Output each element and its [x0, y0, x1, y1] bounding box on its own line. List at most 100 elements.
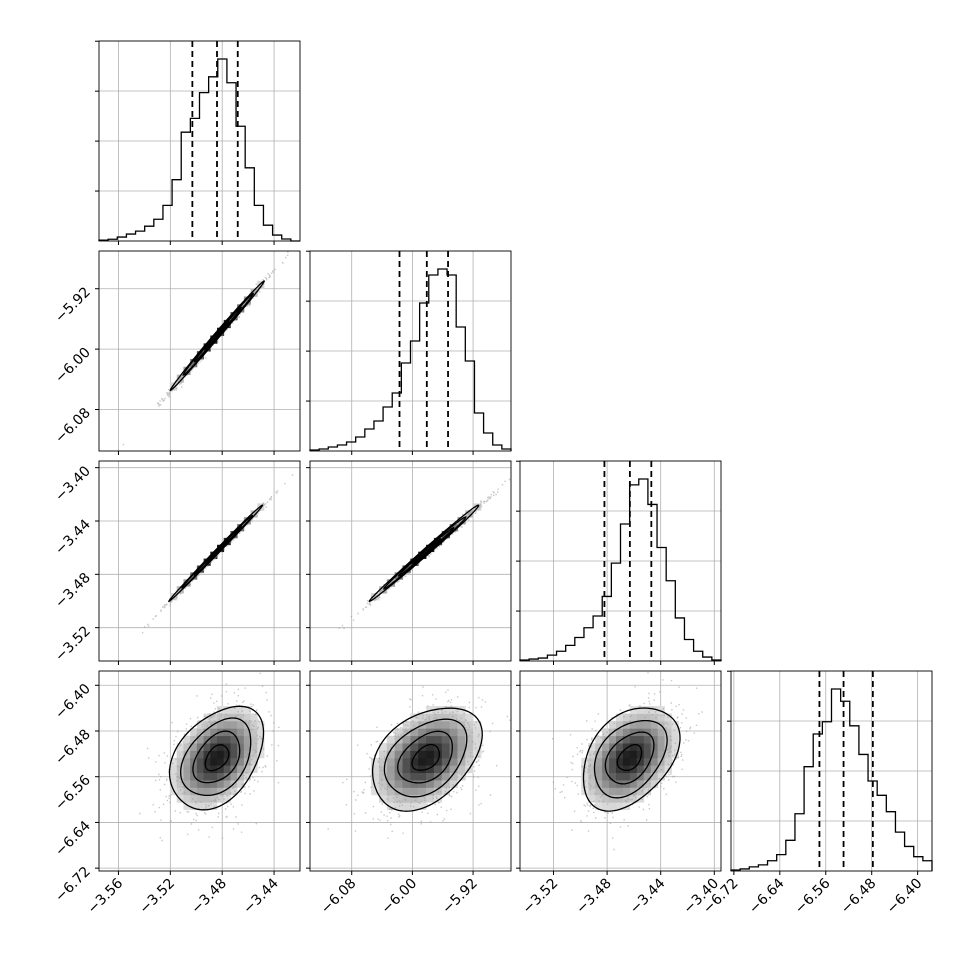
- density-cell: [183, 757, 191, 766]
- density-cell: [217, 713, 225, 722]
- density-cell: [371, 780, 380, 788]
- density-cell: [250, 713, 258, 722]
- density-cell: [581, 772, 589, 781]
- density-cell: [426, 765, 435, 774]
- contour-2: [383, 718, 468, 798]
- density-cell: [237, 743, 245, 751]
- density-cell: [629, 728, 638, 737]
- x-tick-label-1-1: −6.00: [379, 876, 421, 918]
- contour-1: [604, 731, 655, 785]
- contour-2: [180, 717, 252, 797]
- density-cell: [402, 802, 411, 811]
- density-cell: [210, 787, 218, 796]
- density-cell: [664, 728, 672, 737]
- density-cell: [402, 743, 411, 751]
- x-tick-label-2-1: −3.48: [573, 876, 615, 918]
- density-cell: [602, 794, 610, 803]
- density-cell: [257, 735, 265, 744]
- density-cell: [664, 743, 672, 751]
- y-tick-label-2-1: −3.48: [52, 570, 94, 612]
- density-cell: [622, 794, 631, 803]
- density-cell: [643, 750, 652, 759]
- density-cell: [650, 750, 659, 759]
- density-cell: [250, 720, 258, 729]
- density-cell: [223, 743, 231, 751]
- density-cell: [230, 757, 238, 766]
- density-cell: [210, 750, 218, 759]
- hist-panel-0: [95, 40, 301, 242]
- density-cell: [183, 802, 191, 811]
- density-cell: [386, 579, 396, 587]
- contour-3: [168, 705, 265, 811]
- y-tick-label-1-0: −6.08: [52, 405, 94, 447]
- density-cell: [217, 787, 225, 796]
- density-cell: [449, 750, 458, 759]
- density-cell: [394, 728, 403, 737]
- density-cell: [196, 802, 204, 811]
- density-cell: [170, 772, 178, 781]
- density-cell: [217, 765, 225, 774]
- density-cell: [196, 757, 204, 766]
- density-cell: [609, 720, 617, 729]
- density-cell: [190, 765, 198, 774]
- density-cell: [457, 750, 466, 759]
- density-cell: [190, 750, 198, 759]
- density-cell: [636, 757, 645, 766]
- density-cell: [394, 787, 403, 796]
- density-cell: [643, 720, 652, 729]
- density-cell: [616, 802, 624, 811]
- density-cell: [636, 735, 645, 744]
- density-cell: [402, 735, 411, 744]
- density-cell: [386, 772, 396, 781]
- density-cell: [629, 765, 638, 774]
- density-cell: [378, 586, 388, 594]
- density-cell: [257, 750, 265, 759]
- density-cell: [671, 743, 679, 751]
- density-cell: [465, 713, 474, 722]
- density-cell: [203, 735, 211, 744]
- density-cell: [183, 780, 191, 788]
- pair-content: [552, 672, 703, 851]
- density-cell: [223, 757, 231, 766]
- density-cell: [196, 743, 204, 751]
- density-cell: [664, 735, 672, 744]
- density-cell: [671, 735, 679, 744]
- contour-1: [397, 730, 453, 784]
- density-cell: [378, 794, 388, 803]
- density-cell: [223, 720, 231, 729]
- pair-panel-3-0: [98, 670, 301, 872]
- density-cell: [457, 713, 466, 722]
- x-tick-label-0-3: −3.44: [240, 875, 282, 917]
- density-cell: [386, 794, 396, 803]
- density-cell: [210, 735, 218, 744]
- density-cell: [176, 750, 184, 759]
- density-cell: [433, 706, 443, 714]
- density-cell: [473, 720, 482, 729]
- density-cell: [371, 757, 380, 766]
- y-tick-label-3-3: −6.48: [52, 727, 94, 769]
- scatter-points: [338, 478, 511, 630]
- density-cell: [426, 720, 435, 729]
- density-cell: [210, 802, 218, 811]
- density-cell: [588, 750, 596, 759]
- density-cell: [449, 713, 458, 722]
- density-cell: [629, 735, 638, 744]
- pair-content: [327, 686, 511, 839]
- density-cell: [636, 780, 645, 788]
- density-cell: [371, 765, 380, 774]
- density-cell: [217, 743, 225, 751]
- histogram-3: [730, 688, 933, 871]
- density-cell: [602, 743, 610, 751]
- density-cell: [426, 794, 435, 803]
- density-cell: [629, 706, 638, 714]
- density-cell: [433, 757, 443, 766]
- density-cell: [210, 772, 218, 781]
- density-cell: [410, 780, 419, 788]
- hist-panel-1: [306, 250, 512, 452]
- density-cell: [441, 772, 451, 781]
- density-cell: [418, 794, 427, 803]
- x-tick-label-3-3: −6.48: [838, 876, 880, 918]
- density-cell: [250, 757, 258, 766]
- density-cell: [378, 772, 388, 781]
